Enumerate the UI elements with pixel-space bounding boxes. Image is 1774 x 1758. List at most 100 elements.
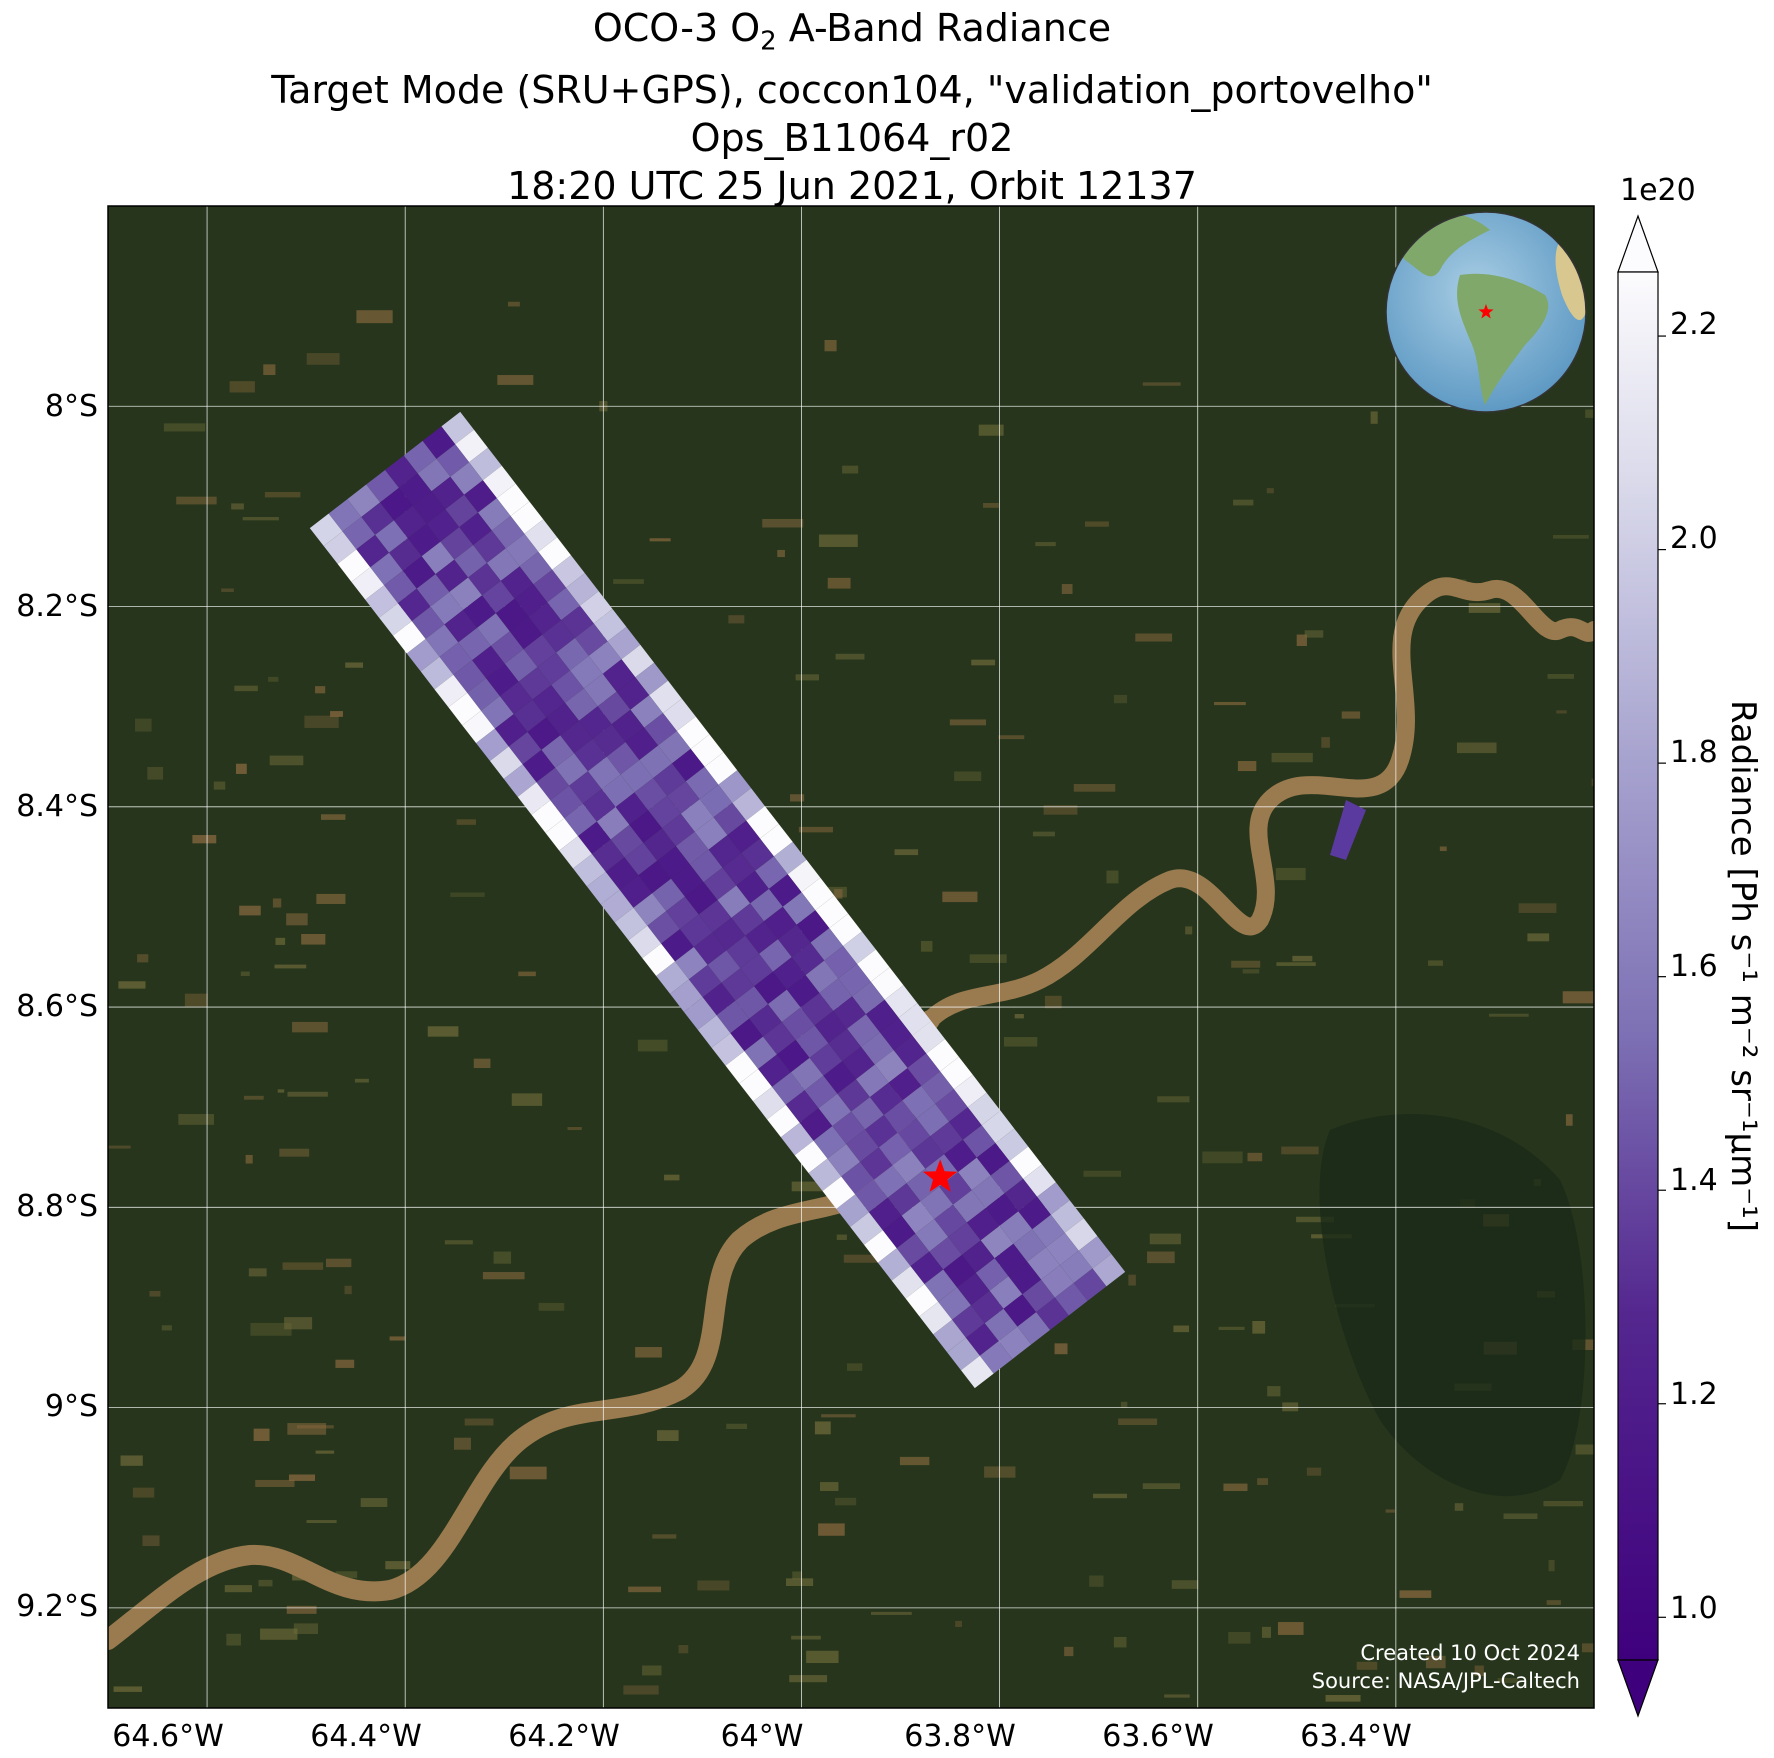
clearing-patch	[1266, 488, 1274, 494]
colorbar-tick-marks	[1658, 335, 1666, 1618]
radiance-cell	[602, 659, 636, 692]
clearing-patch	[274, 964, 307, 969]
radiance-cell	[541, 735, 574, 768]
clearing-patch	[1142, 1483, 1181, 1490]
radiance-cell	[547, 587, 580, 621]
radiance-cell	[441, 411, 474, 445]
clearing-patch	[1185, 926, 1193, 935]
radiance-cell	[690, 734, 724, 767]
radiance-cell	[662, 813, 695, 847]
radiance-cell	[476, 728, 509, 761]
radiance-cell	[592, 724, 626, 757]
radiance-cell	[919, 1301, 953, 1335]
radiance-cell	[995, 1128, 1029, 1161]
radiance-cell	[436, 444, 470, 477]
radiance-cell	[643, 828, 676, 861]
radiance-cell	[708, 835, 742, 868]
radiance-cell	[523, 634, 557, 668]
clearing-patch	[250, 1322, 292, 1336]
lon-tick: 63.6°W	[1102, 1719, 1213, 1754]
radiance-cell	[574, 738, 607, 772]
radiance-cell	[478, 498, 511, 531]
clearing-patch	[306, 1520, 337, 1524]
radiance-cell	[780, 1122, 814, 1156]
radiance-cell	[901, 1201, 935, 1234]
clearing-patch	[795, 674, 820, 681]
radiance-cell	[1046, 1232, 1079, 1266]
radiance-cell	[411, 606, 445, 639]
clearing-patch	[1474, 1665, 1484, 1676]
radiance-cell	[805, 960, 839, 993]
radiance-cell	[850, 1212, 883, 1245]
clearing-patch	[792, 1571, 803, 1580]
clearing-patch	[304, 715, 339, 728]
clearing-patch	[231, 503, 244, 510]
radiance-cell	[524, 519, 558, 552]
clearing-patch	[1503, 1513, 1538, 1520]
radiance-cell	[952, 1305, 985, 1338]
radiance-cell	[647, 911, 680, 944]
radiance-cell	[965, 1323, 999, 1356]
radiance-cell	[676, 716, 710, 749]
radiance-cell	[586, 871, 620, 905]
radiance-cell	[776, 1039, 810, 1073]
clearing-patch	[1214, 701, 1246, 706]
radiance-cell	[948, 1222, 981, 1255]
radiance-cell	[638, 860, 671, 894]
radiance-cell	[402, 556, 436, 589]
clearing-patch	[834, 889, 843, 899]
clearing-patch	[253, 1428, 270, 1441]
radiance-cell	[929, 1237, 962, 1270]
radiance-cell	[851, 1097, 884, 1130]
radiance-cell	[412, 491, 446, 524]
clearing-patch	[1292, 955, 1313, 962]
radiance-cell	[670, 979, 703, 1012]
clearing-patch	[949, 719, 987, 726]
isolated-sounding	[1330, 800, 1366, 860]
colorbar-multiplier: 1e20	[1620, 173, 1696, 208]
clearing-patch	[835, 1497, 857, 1506]
clearing-patch	[1223, 1483, 1248, 1492]
radiance-cell	[449, 577, 482, 610]
radiance-cell	[1017, 1312, 1050, 1345]
radiance-cell	[588, 641, 622, 674]
clearing-patch	[1261, 1626, 1271, 1638]
clearing-patch	[493, 1251, 512, 1264]
radiance-cell	[542, 620, 575, 653]
inset-globe	[1385, 211, 1587, 413]
colorbar-tick: 2.2	[1670, 307, 1718, 342]
clearing-patch	[762, 518, 804, 528]
clearing-patch	[301, 933, 326, 945]
clearing-patch	[320, 814, 346, 820]
radiance-cell	[667, 781, 700, 814]
radiance-cell	[702, 982, 736, 1016]
radiance-cell	[764, 906, 797, 940]
radiance-cell	[657, 846, 690, 879]
clearing-patch	[511, 1093, 543, 1106]
radiance-cell	[741, 838, 774, 871]
radiance-cell	[857, 949, 890, 982]
clearing-patch	[279, 1148, 310, 1157]
clearing-patch	[306, 353, 340, 365]
clearing-patch	[1275, 867, 1306, 881]
radiance-cell	[1073, 1268, 1107, 1301]
globe-target-star-icon	[1478, 304, 1494, 319]
radiance-cell	[385, 455, 418, 488]
clearing-patch	[969, 954, 1007, 963]
clearing-patch	[275, 937, 286, 945]
clearing-patch	[1061, 584, 1073, 594]
radiance-cell	[459, 512, 492, 546]
radiance-cell	[569, 771, 602, 804]
lat-tick: 8.2°S	[16, 589, 98, 624]
radiance-cell	[328, 499, 362, 532]
clearing-patch	[1468, 603, 1501, 613]
clearing-patch	[1456, 742, 1497, 754]
clearing-patch	[325, 1258, 352, 1268]
clearing-patch	[161, 1325, 172, 1331]
clearing-patch	[1171, 1580, 1199, 1589]
lat-tick: 8.4°S	[16, 789, 98, 824]
radiance-cell	[689, 849, 723, 883]
radiance-cell	[772, 957, 806, 990]
clearing-patch	[287, 1423, 327, 1435]
clearing-patch	[538, 1302, 565, 1311]
